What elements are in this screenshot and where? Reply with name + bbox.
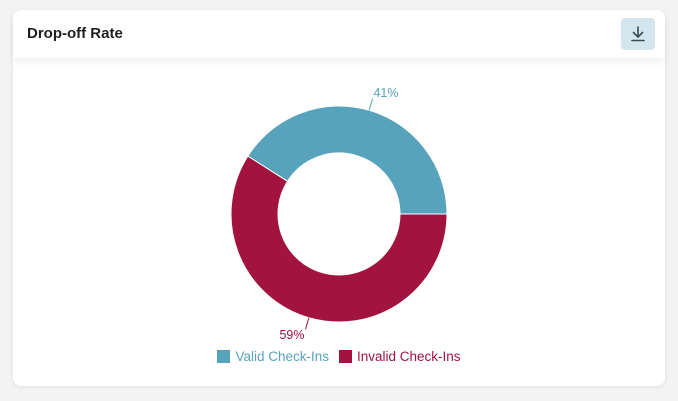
legend-item-invalid[interactable]: Invalid Check-Ins (339, 349, 461, 364)
legend-swatch (339, 350, 352, 363)
download-icon (631, 26, 645, 42)
donut-chart: 41% 59% (13, 10, 665, 386)
slice-label-valid: 41% (373, 86, 398, 100)
donut-slice-valid[interactable] (247, 105, 448, 215)
slice-label-invalid: 59% (279, 328, 304, 342)
donut-slice-invalid[interactable] (230, 155, 448, 323)
donut-chart-svg: 41% 59% (230, 86, 448, 342)
download-button[interactable] (621, 18, 655, 50)
leader-line-invalid (305, 317, 310, 330)
legend-label: Valid Check-Ins (235, 349, 329, 364)
chart-legend: Valid Check-Ins Invalid Check-Ins (13, 349, 665, 364)
legend-label: Invalid Check-Ins (357, 349, 461, 364)
card-title: Drop-off Rate (27, 25, 123, 42)
card-header: Drop-off Rate (13, 10, 665, 58)
legend-swatch (217, 350, 231, 363)
leader-line-valid (368, 98, 373, 111)
drop-off-rate-card: Drop-off Rate 41% 59% Valid Check-Ins Inva… (13, 10, 665, 386)
legend-item-valid[interactable]: Valid Check-Ins (217, 349, 329, 364)
